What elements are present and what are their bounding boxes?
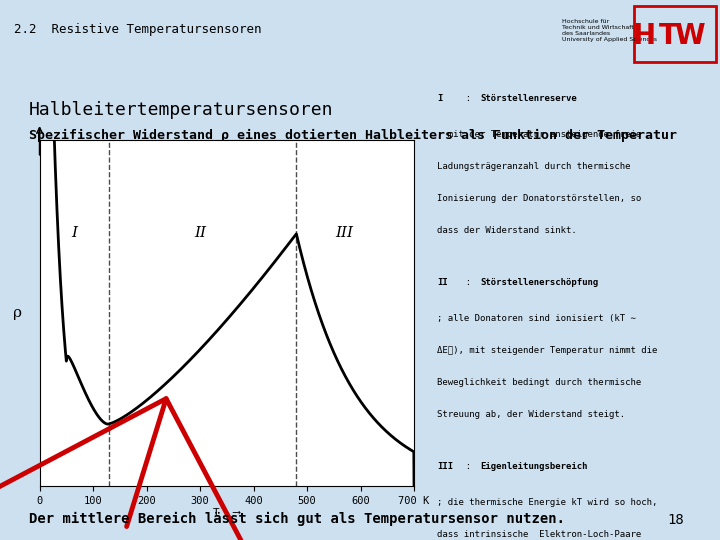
Text: Spezifischer Widerstand ρ eines dotierten Halbleiters als Funktion der Temperatu: Spezifischer Widerstand ρ eines dotierte… [29, 129, 677, 142]
Text: 18: 18 [667, 512, 684, 526]
Text: Eigenleitungsbereich: Eigenleitungsbereich [480, 462, 588, 471]
Text: H: H [633, 22, 656, 50]
Bar [634, 6, 716, 62]
Text: Ladungsträgeranzahl durch thermische: Ladungsträgeranzahl durch thermische [438, 163, 631, 171]
Text: :: : [455, 94, 482, 103]
X-axis label: T  ⟶: T ⟶ [213, 509, 240, 518]
Text: I: I [438, 94, 443, 103]
Text: T: T [659, 22, 678, 50]
Text: Ionisierung der Donatorstörstellen, so: Ionisierung der Donatorstörstellen, so [438, 194, 642, 203]
Text: II: II [438, 278, 449, 287]
Text: 2.2  Resistive Temperatursensoren: 2.2 Resistive Temperatursensoren [14, 23, 262, 36]
Text: II: II [194, 226, 206, 240]
Text: W: W [675, 22, 705, 50]
Text: dass der Widerstand sinkt.: dass der Widerstand sinkt. [438, 226, 577, 235]
Text: dass intrinsische  Elektron-Loch-Paare: dass intrinsische Elektron-Loch-Paare [438, 530, 642, 539]
Text: Streuung ab, der Widerstand steigt.: Streuung ab, der Widerstand steigt. [438, 410, 626, 419]
Text: Halbleitertemperatursensoren: Halbleitertemperatursensoren [29, 100, 333, 119]
Text: :: : [455, 462, 482, 471]
Text: ; die thermische Energie kT wird so hoch,: ; die thermische Energie kT wird so hoch… [438, 498, 658, 507]
Text: I: I [71, 226, 77, 240]
Text: Der mittlere Bereich lässt sich gut als Temperatursensor nutzen.: Der mittlere Bereich lässt sich gut als … [29, 512, 564, 526]
Text: Beweglichkeit bedingt durch thermische: Beweglichkeit bedingt durch thermische [438, 378, 642, 387]
Text: III: III [438, 462, 454, 471]
Text: Störstellenerschöpfung: Störstellenerschöpfung [480, 278, 598, 287]
Text: ; alle Donatoren sind ionisiert (kT ∼: ; alle Donatoren sind ionisiert (kT ∼ [438, 314, 636, 323]
Text: :: : [455, 278, 482, 287]
Text: ΔEᴅ), mit steigender Temperatur nimmt die: ΔEᴅ), mit steigender Temperatur nimmt di… [438, 346, 658, 355]
Text: Hochschule für
Technik und Wirtschaft
des Saarlandes
University of Applied Scien: Hochschule für Technik und Wirtschaft de… [562, 19, 657, 42]
Text: ; mit der Temperatur ansteigende freie: ; mit der Temperatur ansteigende freie [438, 130, 642, 139]
Text: Störstellenreserve: Störstellenreserve [480, 94, 577, 103]
Text: III: III [336, 226, 354, 240]
Text: ρ: ρ [13, 306, 22, 320]
